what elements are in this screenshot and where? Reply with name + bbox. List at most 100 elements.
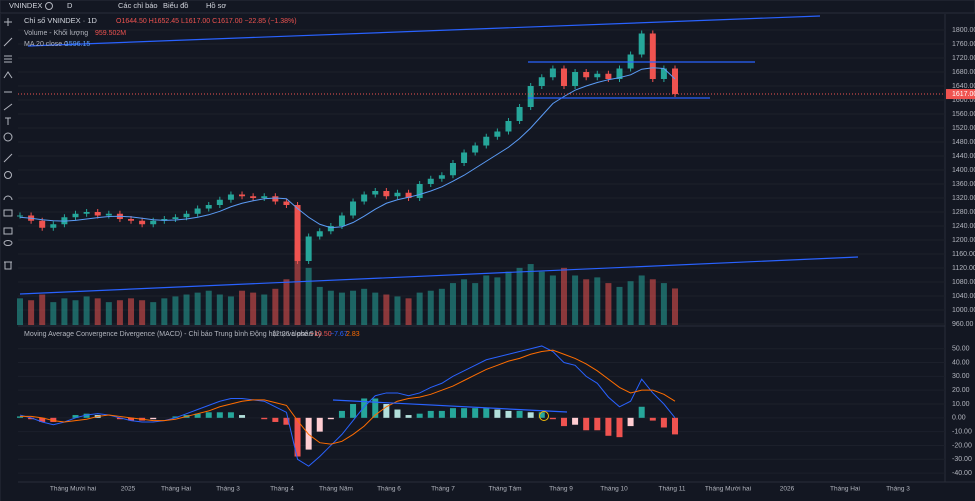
legend-name: Chỉ số VNINDEX · 1D	[24, 16, 98, 25]
left-toolbar	[0, 14, 13, 501]
magnet-tool[interactable]	[3, 195, 13, 201]
macd-hist-bar	[361, 398, 368, 418]
measure-tool[interactable]	[3, 153, 13, 163]
candle-body	[194, 208, 201, 214]
price-tick-label: 1080.00	[952, 279, 975, 286]
volume-bar	[316, 286, 323, 325]
volume-bar	[549, 275, 556, 325]
volume-bar	[28, 300, 35, 325]
macd-hist-bar	[616, 417, 623, 438]
volume-bar	[405, 298, 412, 325]
macd-hist-bar	[660, 417, 667, 428]
candle-body	[572, 72, 579, 86]
lock-tool[interactable]	[3, 209, 13, 217]
macd-hist-bar	[150, 417, 157, 420]
macd-tick-label: -20.00	[952, 442, 972, 449]
volume-bar	[150, 302, 157, 325]
candle-body	[516, 107, 523, 121]
interval[interactable]: D	[67, 1, 73, 10]
candle-body	[394, 192, 401, 197]
volume-bar	[383, 294, 390, 325]
hide-tool[interactable]	[3, 240, 13, 246]
time-label: Tháng 7	[431, 486, 455, 493]
price-tick-label: 1480.00	[952, 139, 975, 146]
volume-bar	[83, 296, 90, 325]
last-price-box	[946, 89, 975, 100]
volume-bar	[572, 275, 579, 325]
candle-body	[205, 205, 212, 209]
candle-body	[83, 212, 90, 214]
chart-menu[interactable]: Biểu đồ	[163, 1, 188, 10]
last-price-label: 1617.00	[952, 91, 975, 98]
candle-body	[261, 196, 268, 198]
volume-bar	[616, 286, 623, 325]
macd-hist-bar	[394, 409, 401, 418]
macd-hist-value: −10.50	[310, 331, 332, 338]
volume-bar	[560, 267, 567, 325]
macd-hist-bar	[638, 406, 645, 418]
volume-bar	[227, 296, 234, 325]
volume-bar	[638, 275, 645, 325]
indicators-button[interactable]: Các chỉ báo	[118, 1, 158, 10]
symbol[interactable]: VNINDEX	[9, 1, 42, 10]
candle-body	[616, 68, 623, 79]
trendline-tool[interactable]	[3, 37, 13, 47]
macd-hist-bar	[461, 408, 468, 418]
macd-hist-bar	[17, 416, 23, 418]
macd-hist-bar	[316, 417, 323, 432]
macd-value: −7.67	[330, 331, 348, 338]
candle-body	[372, 191, 379, 195]
price-tick-label: 1520.00	[952, 125, 975, 132]
macd-trend-line[interactable]	[332, 399, 568, 413]
brush-tool[interactable]	[3, 103, 13, 111]
macd-hist-bar	[572, 417, 579, 425]
volume-bar	[161, 298, 168, 325]
price-tick-label: 1000.00	[952, 307, 975, 314]
macd-hist-bar	[538, 412, 545, 418]
candle-body	[538, 77, 545, 86]
drawing-lock[interactable]	[3, 227, 13, 235]
time-label: Tháng 10	[600, 486, 628, 493]
macd-hist-bar	[438, 410, 445, 418]
trend-line[interactable]	[19, 256, 859, 295]
time-label: Tháng Mười hai	[50, 486, 96, 493]
price-tick-label: 960.00	[952, 321, 974, 328]
candle-body	[594, 73, 601, 78]
macd-hist-bar	[527, 412, 534, 418]
text-tool[interactable]	[5, 117, 11, 125]
candle-body	[483, 136, 490, 146]
macd-hist-bar	[272, 417, 279, 422]
volume-bar	[372, 292, 379, 325]
macd-hist-bar	[261, 417, 268, 420]
add-symbol[interactable]	[45, 2, 53, 10]
delete-tool[interactable]	[4, 261, 12, 270]
candle-body	[494, 131, 501, 137]
time-label: Tháng 9	[549, 486, 573, 493]
pattern-tool[interactable]	[3, 71, 13, 79]
fib-tool[interactable]	[4, 55, 12, 63]
price-tick-label: 1360.00	[952, 181, 975, 188]
volume-bar	[105, 302, 112, 325]
profile-menu[interactable]: Hồ sơ	[206, 1, 226, 10]
macd-hist-bar	[116, 417, 123, 420]
volume-bar	[516, 267, 523, 325]
candle-body	[139, 220, 146, 225]
macd-hist-bar	[28, 417, 35, 420]
price-tick-label: 1680.00	[952, 69, 975, 76]
emoji-tool[interactable]	[3, 132, 13, 142]
volume-bar	[483, 275, 490, 325]
time-label: 2026	[780, 486, 795, 493]
crosshair-tool[interactable]	[4, 18, 12, 26]
macd-params: 12 26 close 9	[272, 331, 314, 338]
candle-body	[449, 163, 456, 176]
candle-body	[405, 192, 412, 198]
macd-hist-bar	[327, 417, 334, 420]
trend-line[interactable]	[27, 15, 821, 47]
macd-hist-bar	[472, 408, 479, 418]
volume-bar	[239, 290, 246, 325]
zoom-tool[interactable]	[4, 171, 12, 179]
candle-body	[383, 191, 390, 197]
macd-tick-label: -10.00	[952, 428, 972, 435]
price-tick-label: 1240.00	[952, 223, 975, 230]
